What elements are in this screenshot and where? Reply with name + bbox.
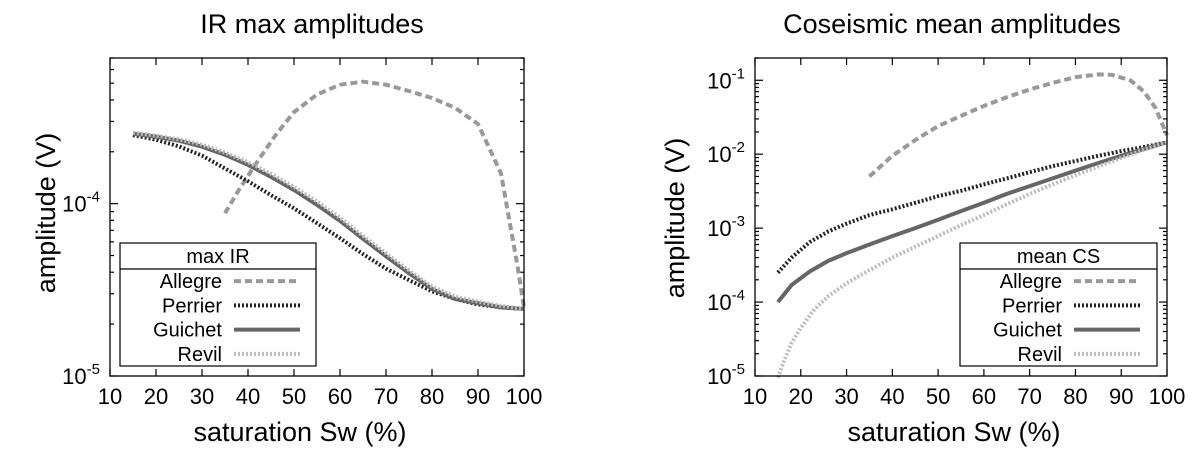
series-revil [776,140,1168,379]
series-allegre [223,79,526,308]
y-tick-label: 10-4 [62,189,100,217]
series-perrier [776,140,1168,274]
x-tick-label: 40 [236,384,260,409]
legend-label: Guichet [993,320,1062,342]
x-tick-label: 90 [1109,384,1133,409]
y-tick-label: 10-5 [707,361,745,389]
x-tick-label: 20 [144,384,168,409]
chart-title: Coseismic mean amplitudes [783,9,1121,39]
series-allegre [868,72,1169,178]
x-tick-label: 30 [190,384,214,409]
series-layer [776,72,1169,379]
y-tick-label: 10-2 [707,139,745,167]
x-tick-label: 70 [374,384,398,409]
series-perrier [132,133,525,311]
legend-label: Guichet [153,320,222,342]
legend-label: Perrier [1002,295,1062,317]
ir-max-chart: IR max amplitudes saturation Sw (%) ampl… [31,9,542,447]
plot-frame [754,57,1168,377]
legend-label: Perrier [162,295,222,317]
chart-title: IR max amplitudes [200,9,424,39]
series-guichet [132,131,525,311]
y-tick-label: 10-4 [707,287,745,315]
x-tick-label: 70 [1017,384,1041,409]
legend-title: mean CS [1017,246,1100,268]
legend-label: Revil [1018,344,1062,366]
x-tick-label: 90 [466,384,490,409]
legend-label: Revil [178,344,222,366]
legend-label: Allegre [160,271,222,293]
x-tick-label: 10 [743,384,767,409]
series-guichet [776,140,1168,304]
x-tick-label: 20 [789,384,813,409]
series-layer [132,79,526,311]
x-tick-label: 80 [420,384,444,409]
x-tick-label: 80 [1063,384,1087,409]
ticks-layer: 10 20 30 40 50 60 70 80 90 100 10-5 10-4 [62,57,543,409]
x-tick-label: 40 [880,384,904,409]
legend-title: max IR [186,246,249,268]
y-tick-label: 10-5 [62,361,100,389]
x-tick-label: 10 [98,384,122,409]
x-tick-label: 50 [926,384,950,409]
x-tick-label: 50 [282,384,306,409]
x-tick-label: 60 [328,384,352,409]
y-axis-label: amplitude (V) [660,138,690,299]
y-axis-label: amplitude (V) [31,133,61,294]
x-tick-label: 100 [506,384,543,409]
y-tick-label: 10-1 [707,65,745,93]
x-axis-label: saturation Sw (%) [847,417,1060,447]
x-tick-label: 100 [1149,384,1186,409]
x-axis-label: saturation Sw (%) [193,417,406,447]
x-tick-label: 60 [972,384,996,409]
coseismic-mean-chart: Coseismic mean amplitudes saturation Sw … [660,9,1185,447]
legend-label: Allegre [1000,271,1062,293]
x-tick-label: 30 [834,384,858,409]
series-revil [132,130,525,311]
legend-box [959,242,1158,367]
plot-frame [109,57,525,377]
y-tick-label: 10-3 [707,213,745,241]
